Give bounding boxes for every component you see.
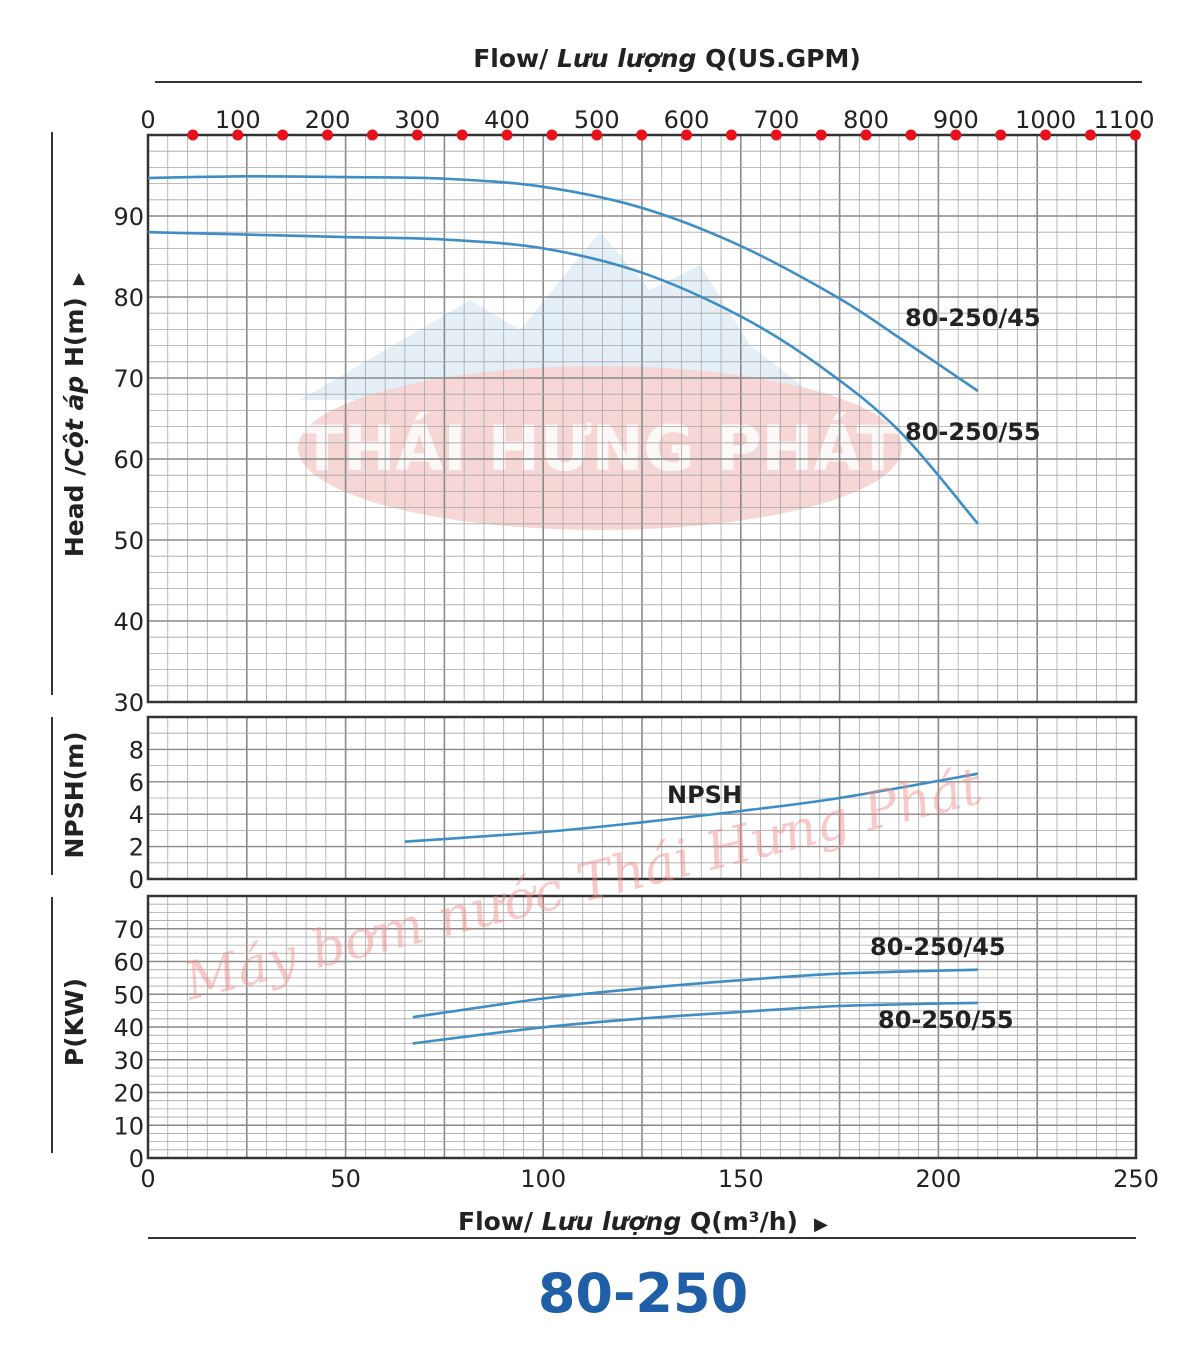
model-title: 80-250 <box>538 1262 748 1325</box>
gpm-dot <box>815 129 827 141</box>
power-curve-label-55: 80-250/55 <box>878 1006 1014 1034</box>
gpm-dot <box>501 129 513 141</box>
top-axis-tick-label: 200 <box>305 106 351 134</box>
gpm-dot <box>995 129 1007 141</box>
top-axis-tick-label: 700 <box>753 106 799 134</box>
gpm-dot <box>636 129 648 141</box>
head-axis-tick-label: 30 <box>113 689 144 717</box>
gpm-dot <box>546 129 558 141</box>
watermark-logo-text: THÁI HƯNG PHÁT <box>301 412 899 485</box>
npsh-axis-tick-label: 4 <box>129 801 144 829</box>
top-axis-tick-label: 0 <box>140 106 155 134</box>
top-axis-tick-label: 600 <box>664 106 710 134</box>
gpm-dot <box>456 129 468 141</box>
power-panel-frame <box>146 894 1138 1160</box>
head-axis-tick-label: 90 <box>113 203 144 231</box>
bottom-axis-tick-label: 250 <box>1113 1165 1159 1193</box>
gpm-dot <box>277 129 289 141</box>
head-axis-tick-label: 80 <box>113 284 144 312</box>
gpm-dot <box>366 129 378 141</box>
head-axis-arrow-icon: ▶ <box>68 272 87 285</box>
bottom-axis-tick-label: 50 <box>330 1165 361 1193</box>
gpm-dot <box>322 129 334 141</box>
npsh-curve-1 <box>404 772 979 843</box>
head-axis-tick-label: 50 <box>113 527 144 555</box>
head-curve-label-55: 80-250/55 <box>905 418 1041 446</box>
head-curve-label-45: 80-250/45 <box>905 304 1041 332</box>
gpm-dot <box>232 129 244 141</box>
gpm-dot <box>905 129 917 141</box>
watermark-logo: THÁI HƯNG PHÁT <box>298 232 902 530</box>
gpm-dot <box>1040 129 1052 141</box>
power-axis-tick-label: 10 <box>113 1112 144 1140</box>
top-axis-tick-label: 500 <box>574 106 620 134</box>
npsh-axis-tick-label: 2 <box>129 834 144 862</box>
power-axis-tick-label: 30 <box>113 1047 144 1075</box>
bottom-axis-tick-label: 150 <box>718 1165 764 1193</box>
watermark-mountain-shape <box>300 232 820 400</box>
gpm-dot <box>860 129 872 141</box>
npsh-axis-tick-label: 8 <box>129 736 144 764</box>
gpm-tick-dots <box>187 129 1141 141</box>
power-axis-tick-label: 60 <box>113 949 144 977</box>
npsh-curve-label: NPSH <box>667 781 742 809</box>
gpm-dot <box>1129 129 1141 141</box>
gpm-dot <box>950 129 962 141</box>
head-panel-grid <box>147 134 1137 703</box>
top-axis-tick-label: 800 <box>843 106 889 134</box>
power-curve-label-45: 80-250/45 <box>870 933 1006 961</box>
top-axis-tick-label: 1100 <box>1093 106 1154 134</box>
npsh-panel-frame <box>146 715 1138 881</box>
top-axis-tick-label: 300 <box>394 106 440 134</box>
power-axis-tick-label: 0 <box>129 1145 144 1173</box>
npsh-axis-tick-label: 6 <box>129 769 144 797</box>
top-axis-tick-label: 900 <box>933 106 979 134</box>
gpm-dot <box>725 129 737 141</box>
gpm-dot <box>187 129 199 141</box>
gpm-dot <box>681 129 693 141</box>
power-axis-tick-label: 50 <box>113 981 144 1009</box>
bottom-axis-tick-label: 200 <box>915 1165 961 1193</box>
power-axis-title: P(KW) <box>60 978 89 1066</box>
power-curve-1 <box>412 968 978 1019</box>
head-curve-2 <box>147 230 979 525</box>
head-axis-title: Head /Cột áp H(m)▶ <box>60 272 89 557</box>
top-axis-tick-label: 100 <box>215 106 261 134</box>
gpm-dot <box>1084 129 1096 141</box>
power-axis-tick-label: 20 <box>113 1080 144 1108</box>
bottom-axis-title: Flow/ Lưu lượng Q(m³/h) ▶ <box>458 1207 828 1236</box>
bottom-axis-arrow-icon: ▶ <box>814 1214 828 1235</box>
gpm-dot <box>770 129 782 141</box>
watermark-ellipse <box>298 366 902 530</box>
bottom-axis-tick-label: 0 <box>140 1165 155 1193</box>
npsh-axis-title: NPSH(m) <box>60 731 89 858</box>
top-axis-title: Flow/ Lưu lượng Q(US.GPM) <box>473 44 861 73</box>
head-axis-tick-label: 70 <box>113 365 144 393</box>
top-axis-tick-label: 1000 <box>1015 106 1076 134</box>
bottom-axis-tick-label: 100 <box>520 1165 566 1193</box>
head-axis-tick-label: 60 <box>113 446 144 474</box>
npsh-axis-tick-label: 0 <box>129 866 144 894</box>
power-axis-tick-label: 40 <box>113 1014 144 1042</box>
power-curve-2 <box>412 1001 978 1045</box>
gpm-dot <box>411 129 423 141</box>
power-axis-tick-label: 70 <box>113 916 144 944</box>
top-axis-tick-label: 400 <box>484 106 530 134</box>
head-axis-tick-label: 40 <box>113 608 144 636</box>
gpm-dot <box>591 129 603 141</box>
head-curve-1 <box>147 174 979 393</box>
